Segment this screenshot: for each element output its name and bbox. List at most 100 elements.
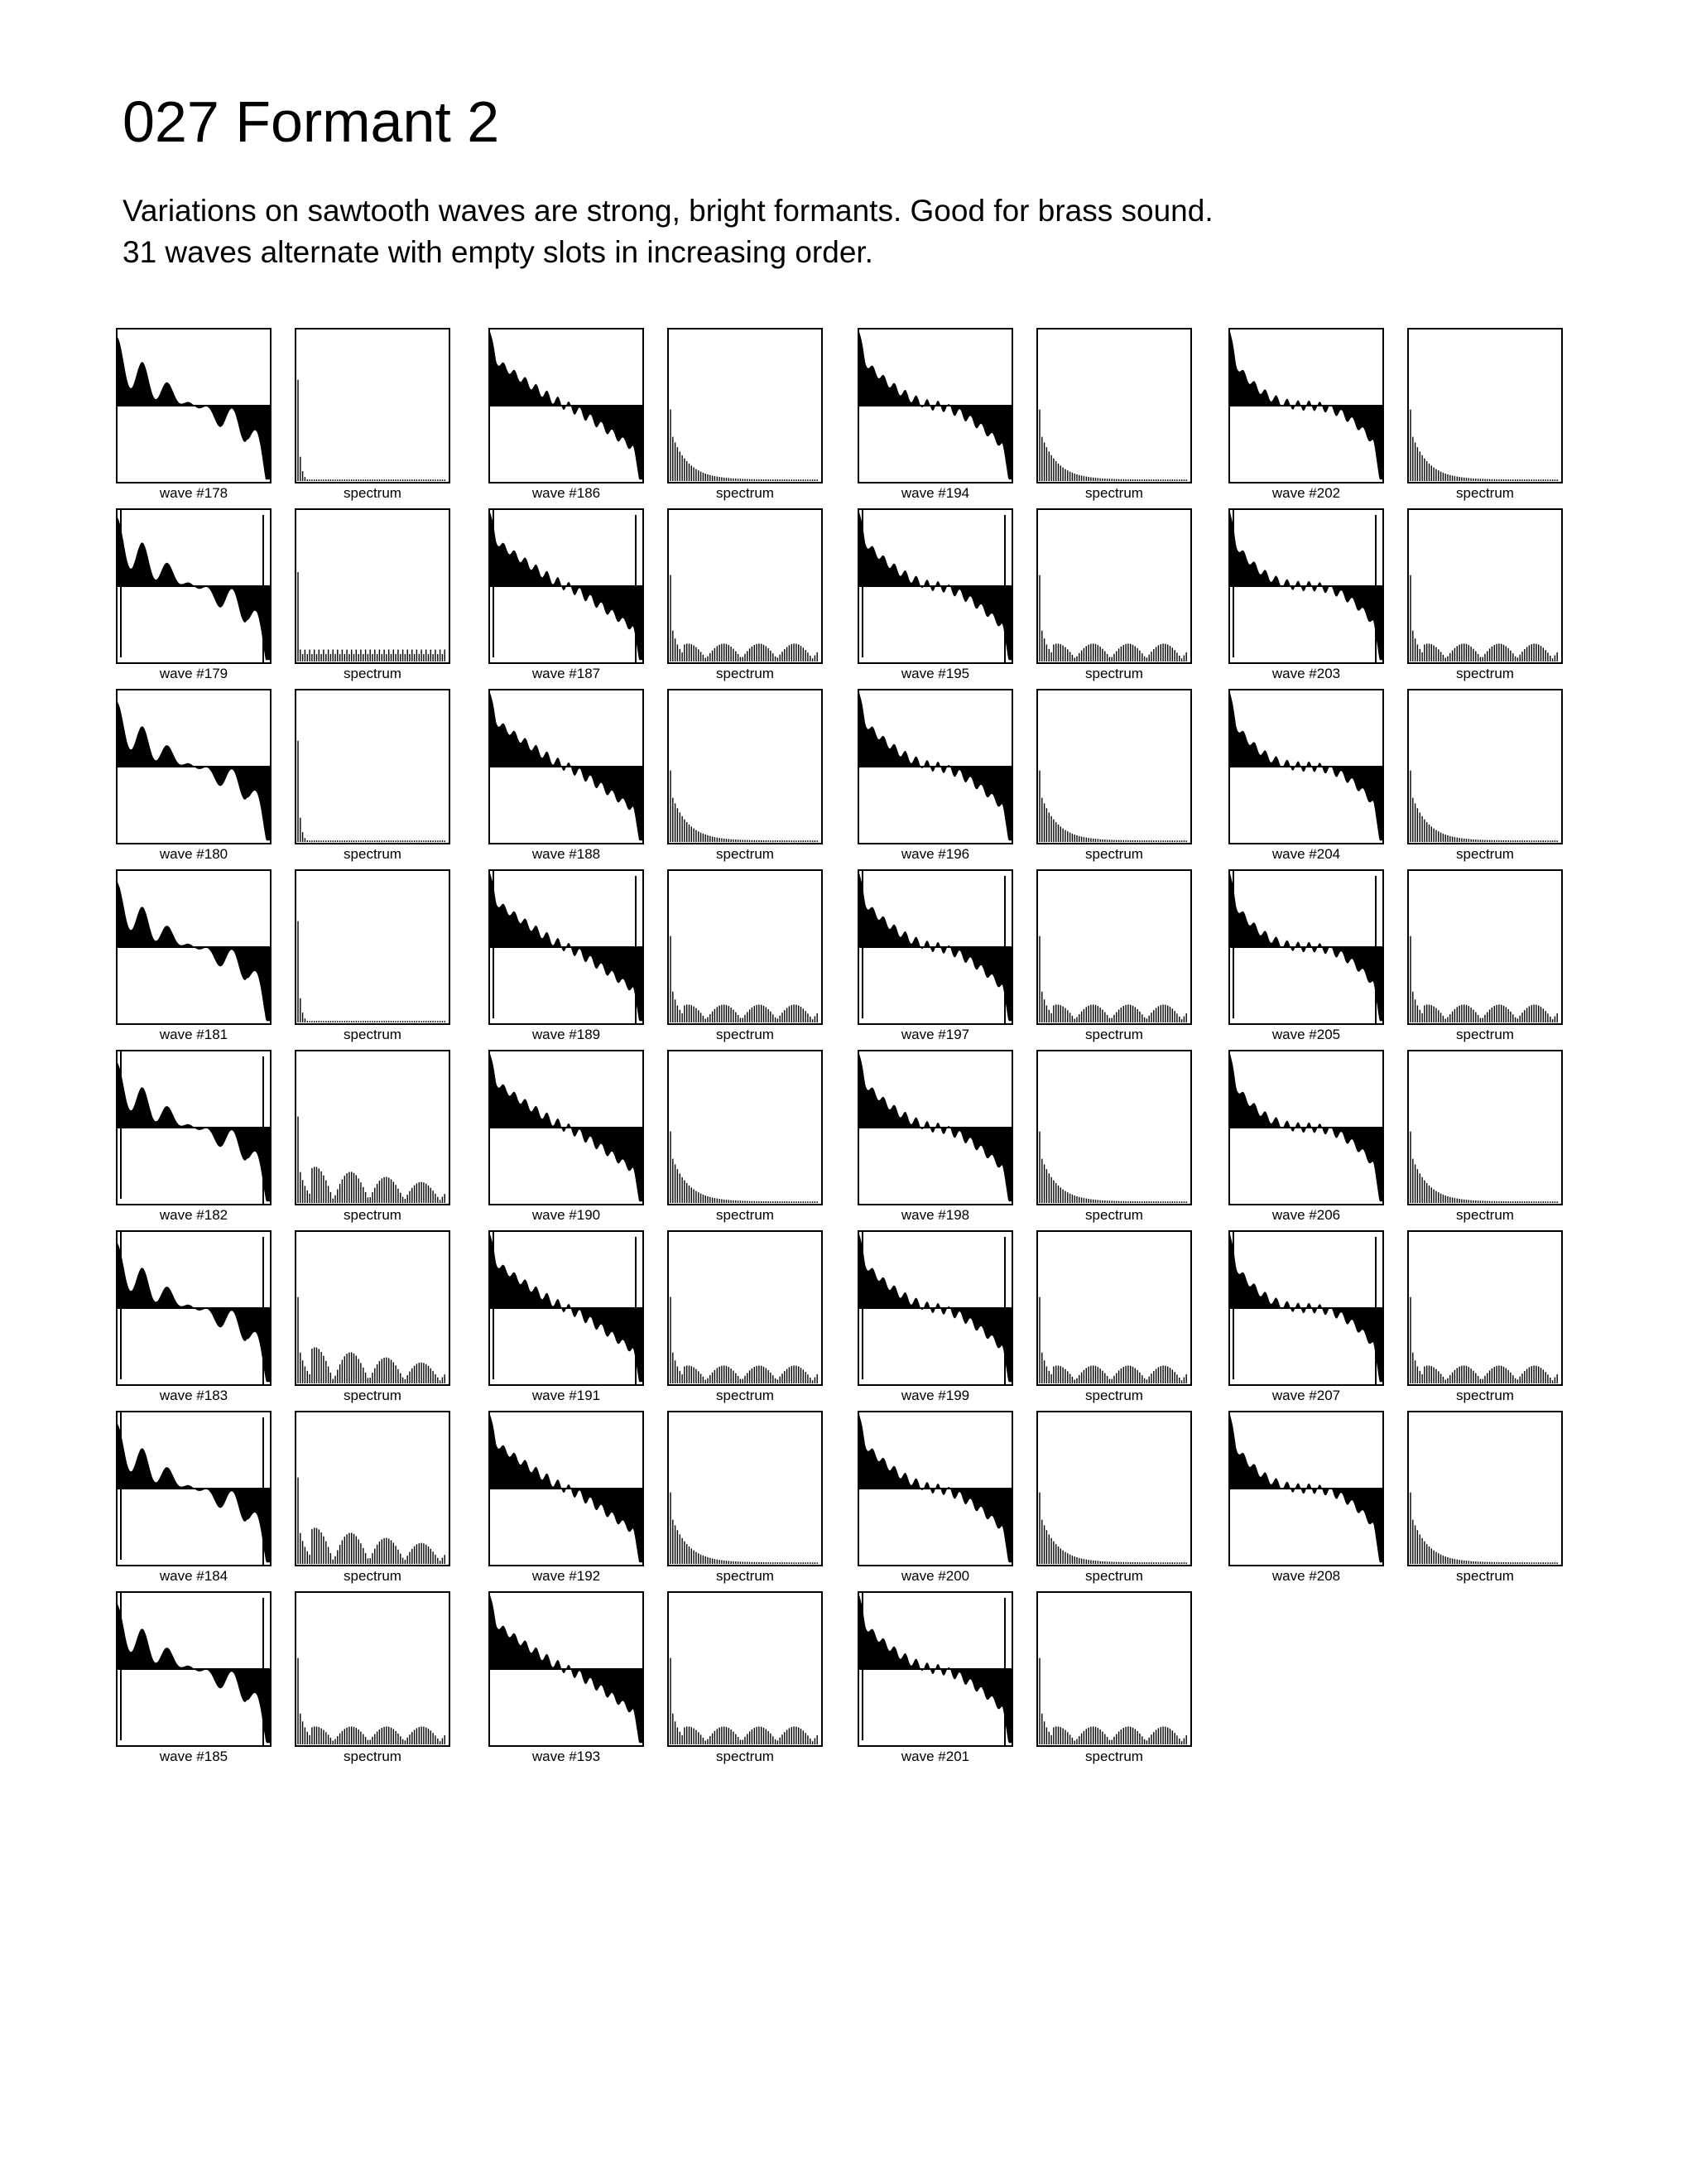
spectrum-plot: spectrum <box>295 1591 450 1767</box>
wave-label: wave #181 <box>159 1027 228 1042</box>
plot-frame <box>1036 508 1192 664</box>
plot-frame <box>667 508 823 664</box>
wave-label: wave #188 <box>531 846 601 862</box>
spectrum-label: spectrum <box>1085 846 1143 862</box>
waveform-plot: wave #197 <box>858 869 1013 1045</box>
waveform-shape <box>118 337 270 480</box>
spectrum-plot: spectrum <box>1036 328 1192 503</box>
wave-label: wave #203 <box>1271 666 1341 681</box>
spectrum-label: spectrum <box>1456 666 1514 681</box>
spectrum-plot: spectrum <box>1036 1050 1192 1225</box>
plot-frame <box>1036 328 1192 483</box>
spectrum-plot: spectrum <box>295 508 450 684</box>
waveform-plot: wave #202 <box>1228 328 1384 503</box>
wave-label: wave #204 <box>1271 846 1341 862</box>
waveform-plot: wave #203 <box>1228 508 1384 684</box>
plot-frame <box>1228 1230 1384 1386</box>
plot-frame <box>488 1050 644 1205</box>
spectrum-label: spectrum <box>1085 1027 1143 1042</box>
spectrum-plot: spectrum <box>1036 508 1192 684</box>
wave-label: wave #192 <box>531 1568 601 1584</box>
plot-frame <box>858 689 1013 844</box>
waveform-plot: wave #188 <box>488 689 644 864</box>
spectrum-label: spectrum <box>344 666 401 681</box>
waveform-plot: wave #193 <box>488 1591 644 1767</box>
waveform-shape <box>118 1243 270 1383</box>
waveform-plot: wave #186 <box>488 328 644 503</box>
plot-frame <box>1036 1230 1192 1386</box>
spectrum-label: spectrum <box>1085 1388 1143 1403</box>
plot-frame <box>1228 869 1384 1025</box>
waveform-shape <box>118 1062 270 1202</box>
spectrum-plot: spectrum <box>295 869 450 1045</box>
waveform-plot: wave #206 <box>1228 1050 1384 1225</box>
wave-label: wave #185 <box>159 1749 228 1764</box>
waveform-plot: wave #196 <box>858 689 1013 864</box>
plot-frame <box>116 869 272 1025</box>
spectrum-label: spectrum <box>344 1568 401 1584</box>
spectrum-label: spectrum <box>1456 846 1514 862</box>
plot-frame <box>116 689 272 844</box>
plot-frame <box>488 1230 644 1386</box>
plot-frame <box>667 869 823 1025</box>
waveform-plot: wave #198 <box>858 1050 1013 1225</box>
wave-label: wave #189 <box>531 1027 601 1042</box>
plot-frame <box>1036 869 1192 1025</box>
plot-frame <box>116 508 272 664</box>
plot-frame <box>488 1411 644 1566</box>
wave-label: wave #184 <box>159 1568 228 1584</box>
wave-label: wave #208 <box>1271 1568 1341 1584</box>
spectrum-plot: spectrum <box>295 1230 450 1406</box>
spectrum-label: spectrum <box>1456 1568 1514 1584</box>
spectrum-label: spectrum <box>1456 485 1514 501</box>
plot-frame <box>858 1230 1013 1386</box>
plot-frame <box>858 508 1013 664</box>
plot-frame <box>1407 1411 1563 1566</box>
plot-frame <box>667 689 823 844</box>
spectrum-label: spectrum <box>1456 1207 1514 1223</box>
waveform-plot: wave #200 <box>858 1411 1013 1586</box>
wave-label: wave #198 <box>901 1207 970 1223</box>
plot-frame <box>667 1230 823 1386</box>
spectrum-label: spectrum <box>1456 1388 1514 1403</box>
plot-frame <box>1228 689 1384 844</box>
spectrum-label: spectrum <box>716 666 774 681</box>
plot-frame <box>295 1411 450 1566</box>
wave-label: wave #199 <box>901 1388 970 1403</box>
wave-label: wave #187 <box>531 666 601 681</box>
wave-label: wave #206 <box>1271 1207 1341 1223</box>
waveform-plot: wave #205 <box>1228 869 1384 1045</box>
plot-frame <box>488 328 644 483</box>
page-title: 027 Formant 2 <box>123 89 500 154</box>
spectrum-label: spectrum <box>716 1388 774 1403</box>
waveform-plot: wave #195 <box>858 508 1013 684</box>
spectrum-label: spectrum <box>716 846 774 862</box>
plot-frame <box>295 328 450 483</box>
waveform-plot: wave #178 <box>116 328 272 503</box>
spectrum-plot: spectrum <box>1407 689 1563 864</box>
plot-frame <box>116 1050 272 1205</box>
spectrum-plot: spectrum <box>1036 869 1192 1045</box>
waveform-plot: wave #189 <box>488 869 644 1045</box>
plot-frame <box>858 1411 1013 1566</box>
spectrum-plot: spectrum <box>1407 1230 1563 1406</box>
plot-frame <box>667 1050 823 1205</box>
plot-frame <box>295 1591 450 1747</box>
spectrum-label: spectrum <box>1085 1749 1143 1764</box>
spectrum-plot: spectrum <box>667 689 823 864</box>
spectrum-plot: spectrum <box>295 1411 450 1586</box>
spectrum-plot: spectrum <box>1407 508 1563 684</box>
plot-frame <box>1036 1411 1192 1566</box>
waveform-plot: wave #182 <box>116 1050 272 1225</box>
wave-label: wave #200 <box>901 1568 970 1584</box>
spectrum-label: spectrum <box>1085 1207 1143 1223</box>
plot-frame <box>1407 689 1563 844</box>
spectrum-plot: spectrum <box>1036 1411 1192 1586</box>
spectrum-plot: spectrum <box>667 1230 823 1406</box>
plot-frame <box>116 328 272 483</box>
spectrum-label: spectrum <box>344 485 401 501</box>
waveform-shape <box>118 701 270 841</box>
spectrum-label: spectrum <box>716 1568 774 1584</box>
spectrum-plot: spectrum <box>1407 869 1563 1045</box>
